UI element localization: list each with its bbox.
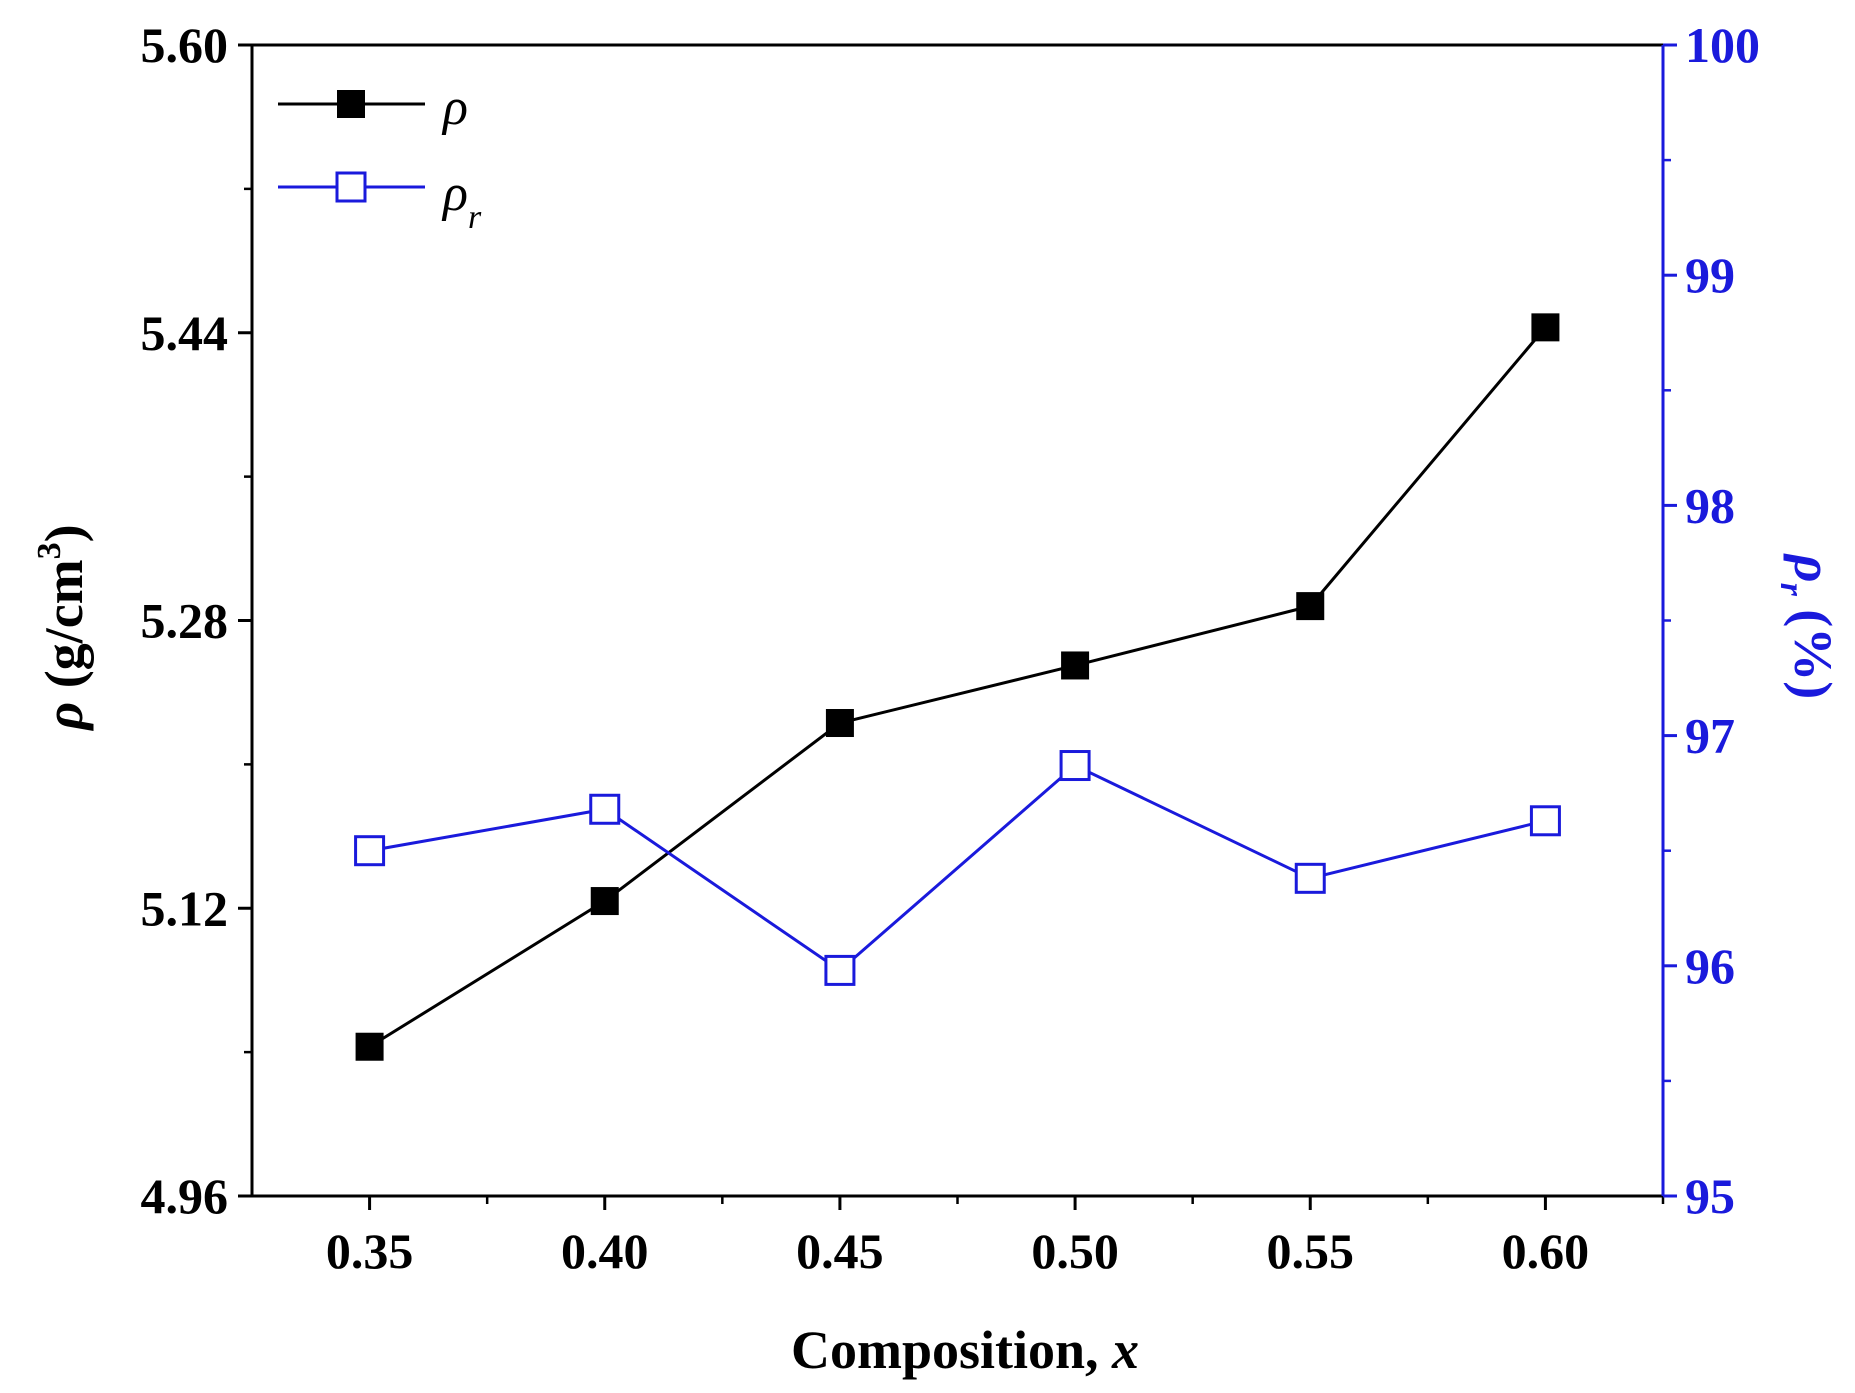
data-point-rhor — [824, 954, 856, 986]
y-left-tick-label: 5.12 — [141, 880, 229, 936]
data-point-rhor — [1294, 862, 1326, 894]
y-right-tick-label: 99 — [1685, 247, 1735, 303]
series-line-0 — [368, 326, 1547, 1049]
data-point-rho — [1531, 313, 1560, 342]
data-point-rho — [590, 887, 619, 916]
y-left-tick-label: 5.44 — [141, 305, 229, 361]
y-left-axis-title: ρ (g/cm3) — [31, 524, 94, 731]
data-point-rho — [1061, 651, 1090, 680]
series-layer — [354, 313, 1561, 1061]
x-tick-label: 0.60 — [1502, 1223, 1590, 1279]
legend-label-rhor: ρr — [441, 165, 482, 236]
y-right-tick-label: 97 — [1685, 708, 1735, 764]
data-point-rhor — [354, 835, 386, 867]
y-left-tick-label: 4.96 — [141, 1168, 229, 1224]
legend-marker-rho — [337, 90, 365, 118]
y-left-tick-label: 5.60 — [141, 17, 229, 73]
data-point-rhor — [1059, 750, 1091, 782]
data-point-rho — [825, 709, 854, 738]
legend-label-rho: ρ — [441, 79, 468, 136]
y-right-tick-label: 98 — [1685, 477, 1735, 533]
labels-layer: 0.35 0.40 0.45 0.50 0.55 0.60 4.96 5.12 5.28 5.44… — [141, 17, 1761, 1279]
y-right-tick-label: 95 — [1685, 1168, 1735, 1224]
x-tick-label: 0.55 — [1267, 1223, 1355, 1279]
x-tick-label: 0.45 — [796, 1223, 884, 1279]
y-right-tick-label: 96 — [1685, 938, 1735, 994]
x-tick-label: 0.35 — [326, 1223, 414, 1279]
data-point-rho — [1296, 592, 1325, 621]
data-point-rhor — [1529, 805, 1561, 837]
y-right-axis-title: ρr (%) — [1773, 553, 1843, 700]
x-axis-title: Composition, x — [791, 1320, 1139, 1380]
data-point-rhor — [589, 793, 621, 825]
series-line-1 — [369, 763, 1546, 973]
axis-ticks — [238, 43, 1677, 1210]
x-tick-label: 0.40 — [561, 1223, 649, 1279]
data-point-rho — [355, 1032, 384, 1061]
y-right-tick-label: 100 — [1685, 17, 1760, 73]
y-left-tick-label: 5.28 — [141, 593, 229, 649]
legend-marker-rhor — [335, 171, 367, 203]
x-tick-label: 0.50 — [1031, 1223, 1119, 1279]
legend: ρ ρr — [278, 79, 482, 236]
